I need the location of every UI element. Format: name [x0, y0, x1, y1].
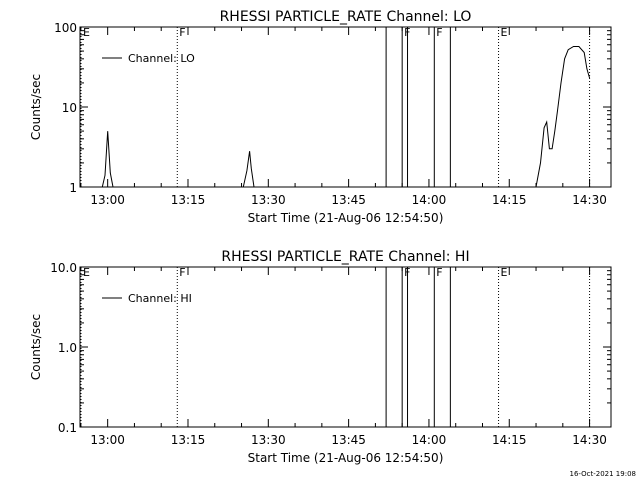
y-tick-label: 1 — [69, 181, 77, 195]
y-axis-label: Counts/sec — [29, 74, 43, 140]
chart-title: RHESSI PARTICLE_RATE Channel: LO — [220, 9, 472, 25]
footer-timestamp: 16-Oct-2021 19:08 — [570, 470, 636, 478]
x-tick-label: 14:00 — [412, 193, 447, 207]
x-tick-label: 14:30 — [572, 193, 607, 207]
series-line — [535, 46, 591, 188]
x-tick-label: 13:30 — [251, 433, 286, 447]
plot-frame — [79, 266, 612, 428]
y-axis-label: Counts/sec — [29, 314, 43, 380]
y-tick-label: 10 — [62, 101, 77, 115]
x-tick-label: 13:15 — [171, 433, 206, 447]
x-tick-label: 14:15 — [492, 193, 527, 207]
chart-title: RHESSI PARTICLE_RATE Channel: HI — [221, 249, 469, 265]
x-tick-label: 14:00 — [412, 433, 447, 447]
x-tick-label: 13:00 — [90, 433, 125, 447]
y-tick-label: 1.0 — [58, 341, 77, 355]
y-tick-label: 10.0 — [50, 261, 77, 275]
legend-label: Channel: HI — [128, 292, 192, 305]
annotation-label: F — [179, 266, 185, 279]
annotation-label: F — [179, 26, 185, 39]
annotation-label: F — [436, 266, 442, 279]
annotation-label: E — [501, 266, 508, 279]
y-tick-label: 100 — [54, 21, 77, 35]
x-axis-label: Start Time (21-Aug-06 12:54:50) — [248, 211, 444, 225]
x-tick-label: 13:30 — [251, 193, 286, 207]
x-tick-label: 14:15 — [492, 433, 527, 447]
legend-label: Channel: LO — [128, 52, 195, 65]
annotation-label: E — [83, 266, 90, 279]
series-line — [242, 151, 255, 188]
y-tick-label: 0.1 — [58, 421, 77, 435]
x-axis-label: Start Time (21-Aug-06 12:54:50) — [248, 451, 444, 465]
x-tick-label: 13:00 — [90, 193, 125, 207]
annotation-label: E — [83, 26, 90, 39]
x-tick-label: 14:30 — [572, 433, 607, 447]
x-tick-label: 13:45 — [331, 433, 366, 447]
x-tick-label: 13:15 — [171, 193, 206, 207]
annotation-label: F — [436, 26, 442, 39]
annotation-label: E — [501, 26, 508, 39]
plot-frame — [79, 26, 612, 188]
series-line — [101, 131, 114, 188]
x-tick-label: 13:45 — [331, 193, 366, 207]
